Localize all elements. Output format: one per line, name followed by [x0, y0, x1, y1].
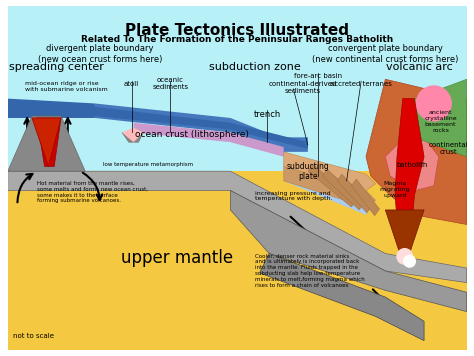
Circle shape — [404, 256, 415, 267]
Polygon shape — [37, 118, 61, 166]
Polygon shape — [230, 190, 467, 312]
Polygon shape — [259, 253, 424, 341]
Polygon shape — [283, 171, 376, 215]
Text: Hot material from the mantle rises,
some melts and forms new ocean crust,
some m: Hot material from the mantle rises, some… — [37, 181, 148, 203]
Polygon shape — [122, 132, 143, 142]
Text: spreading center: spreading center — [9, 62, 104, 72]
Polygon shape — [134, 123, 283, 157]
Circle shape — [416, 86, 451, 121]
Text: increasing pressure and
temperature with depth.: increasing pressure and temperature with… — [255, 190, 332, 201]
Text: divergent plate boundary
(new ocean crust forms here): divergent plate boundary (new ocean crus… — [37, 44, 162, 64]
Text: subduction zone: subduction zone — [209, 62, 301, 72]
Polygon shape — [366, 79, 467, 225]
Text: ocean crust (lithosphere): ocean crust (lithosphere) — [135, 130, 249, 138]
Polygon shape — [351, 179, 380, 216]
Polygon shape — [95, 104, 308, 152]
Text: convergent plate boundary
(new continental crust forms here): convergent plate boundary (new continent… — [312, 44, 458, 64]
Circle shape — [397, 249, 412, 264]
Text: ancient
crystalline
basement
rocks: ancient crystalline basement rocks — [424, 110, 457, 133]
Polygon shape — [322, 169, 364, 210]
Text: trench: trench — [254, 110, 281, 119]
Polygon shape — [8, 99, 95, 118]
Polygon shape — [122, 128, 143, 142]
Text: Cooler, denser rock material sinks
and is ultimately is incorporated back
into t: Cooler, denser rock material sinks and i… — [255, 253, 365, 288]
Polygon shape — [8, 171, 467, 350]
Polygon shape — [395, 99, 424, 253]
Text: batholith: batholith — [397, 162, 428, 168]
Polygon shape — [66, 104, 308, 149]
Polygon shape — [337, 174, 372, 213]
Polygon shape — [385, 137, 438, 190]
Polygon shape — [385, 210, 424, 253]
Polygon shape — [283, 152, 376, 190]
Text: upper mantle: upper mantle — [121, 249, 233, 267]
Text: Related To The Formation of the Peninsular Ranges Batholith: Related To The Formation of the Peninsul… — [81, 35, 393, 44]
Text: atoll: atoll — [124, 81, 139, 87]
Text: Magma
migrating
upward: Magma migrating upward — [380, 181, 410, 198]
Polygon shape — [8, 116, 85, 171]
Text: fore-arc basin: fore-arc basin — [293, 73, 342, 79]
Text: continental-derived
sediments: continental-derived sediments — [269, 81, 337, 94]
Text: volcanic arc: volcanic arc — [386, 62, 453, 72]
Text: accreted terranes: accreted terranes — [330, 81, 392, 87]
Text: mid-ocean ridge or rise
with submarine volcanism: mid-ocean ridge or rise with submarine v… — [25, 81, 108, 92]
Text: oceanic
sediments: oceanic sediments — [152, 77, 189, 90]
Polygon shape — [308, 164, 356, 207]
Polygon shape — [414, 79, 467, 157]
Polygon shape — [8, 171, 467, 283]
Text: low temperature metamorphism: low temperature metamorphism — [103, 162, 193, 167]
Text: not to scale: not to scale — [13, 333, 54, 339]
Text: subducting
plate: subducting plate — [286, 162, 329, 181]
Text: continental
crust: continental crust — [428, 142, 468, 155]
Text: Plate Tectonics Illustrated: Plate Tectonics Illustrated — [125, 23, 349, 38]
Polygon shape — [32, 118, 61, 166]
Polygon shape — [283, 166, 376, 207]
